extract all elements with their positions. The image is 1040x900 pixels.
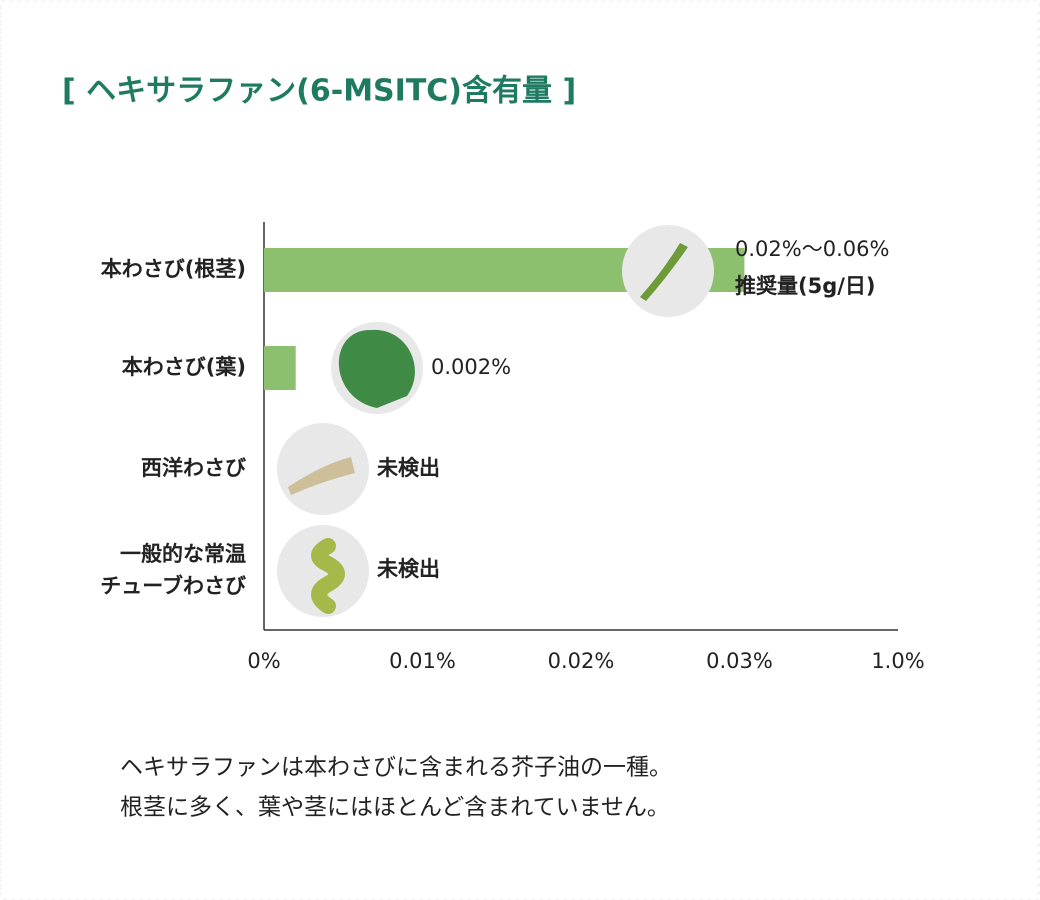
- value-label: 未検出: [377, 557, 440, 581]
- value-label: 0.02%〜0.06%: [735, 237, 889, 261]
- chart-title: [ ヘキサラファン(6-MSITC)含有量 ]: [62, 74, 576, 109]
- note: 根茎に多く、葉や茎にはほとんど含まれていません。: [120, 795, 670, 821]
- bar: [264, 346, 296, 390]
- photo: [277, 525, 369, 617]
- x-tick-label: 0.03%: [706, 649, 773, 673]
- y-tick-label: 本わさび(葉): [122, 355, 246, 379]
- x-tick-label: 1.0%: [871, 649, 924, 673]
- value-label: 未検出: [377, 456, 440, 480]
- value-label: 推奨量(5g/日): [735, 274, 876, 298]
- x-tick-label: 0.01%: [389, 649, 456, 673]
- value-label: 0.002%: [431, 355, 511, 379]
- y-tick-label: 本わさび(根茎): [101, 257, 246, 281]
- photo-horseradish: [288, 457, 355, 495]
- y-tick-label: 西洋わさび: [141, 456, 246, 480]
- photo-root: [640, 243, 688, 301]
- y-tick-label: 一般的な常温: [120, 542, 246, 566]
- x-tick-label: 0%: [247, 649, 280, 673]
- photo-leaf: [338, 329, 415, 408]
- x-tick-label: 0.02%: [548, 649, 615, 673]
- note: ヘキサラファンは本わさびに含まれる芥子油の一種。: [120, 755, 672, 781]
- y-tick-label: チューブわさび: [100, 574, 246, 598]
- photo-paste: [311, 538, 345, 614]
